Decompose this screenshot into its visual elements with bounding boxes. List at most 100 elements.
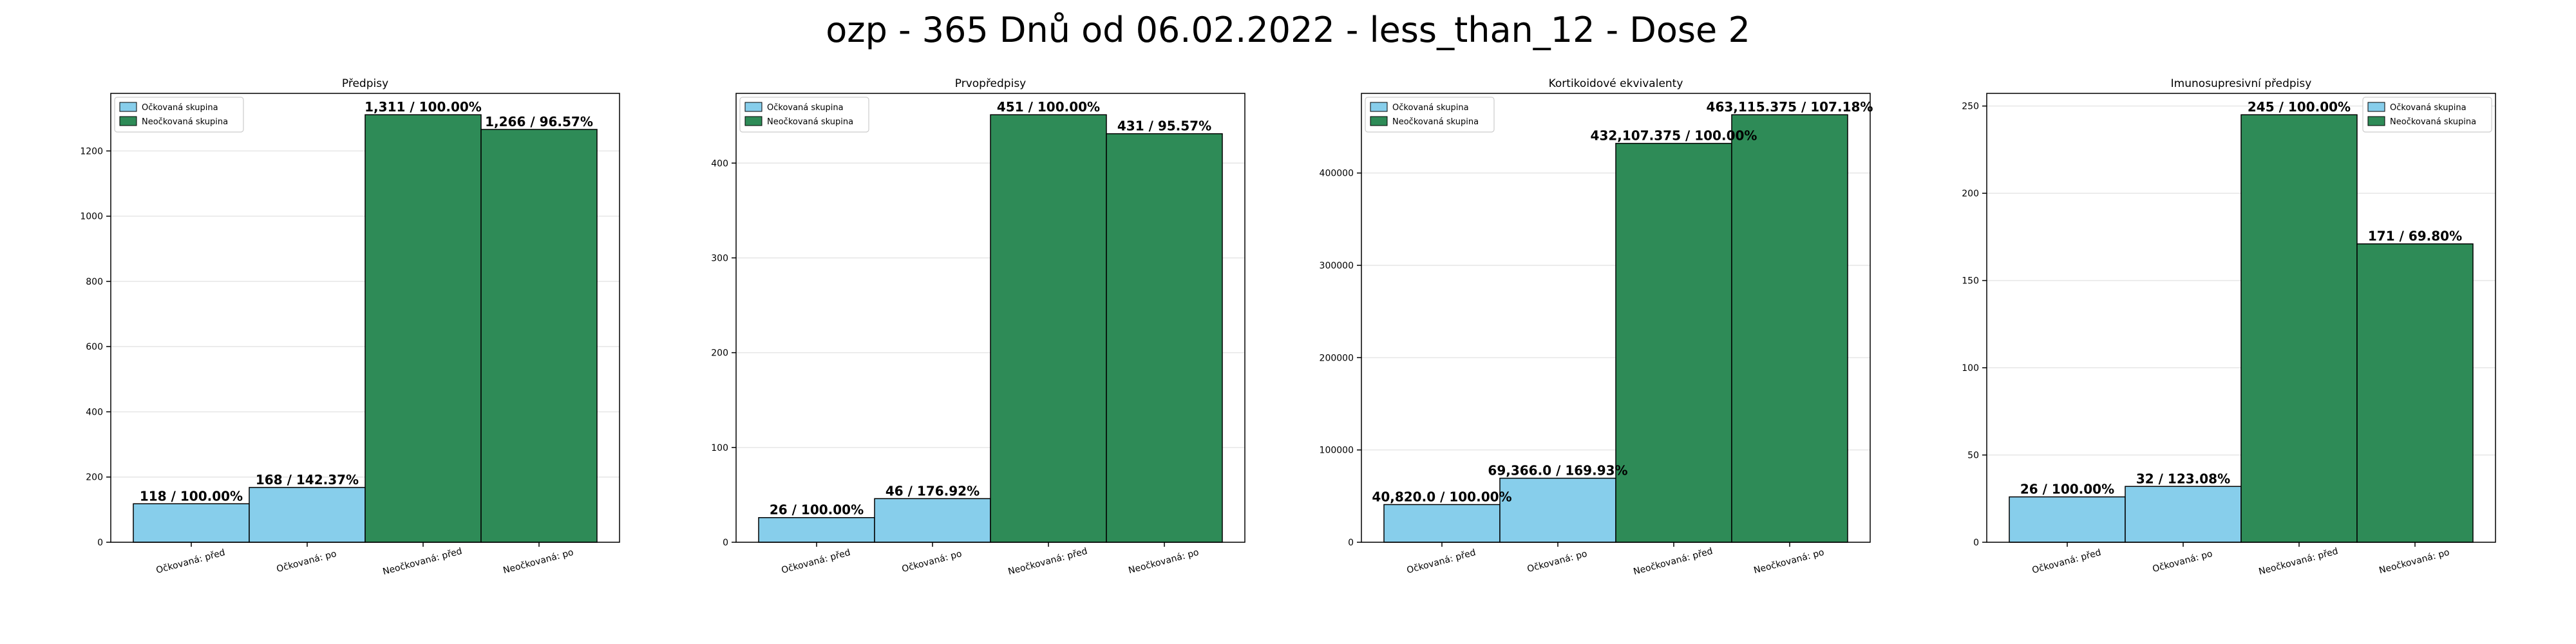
axes-frame (735, 93, 1245, 543)
legend-label: Neočkovaná skupina (2390, 117, 2476, 127)
chart-panel-2: Prvopředpisy 0 100 200 300 400 26 / 100.00% 46 … (711, 77, 1245, 577)
x-tick-label: Očkovaná: po (276, 549, 338, 574)
bar-value-label: 40,820.0 / 100.00% (1372, 489, 1511, 504)
legend-label: Neočkovaná skupina (767, 117, 853, 127)
y-tick-label: 1000 (80, 212, 103, 222)
legend: Očkovaná skupina Neočkovaná skupina (2362, 97, 2492, 133)
bar-value-label: 245 / 100.00% (2248, 99, 2351, 115)
bar (874, 498, 991, 543)
legend-label: Očkovaná skupina (2390, 103, 2467, 113)
axes-frame (110, 93, 620, 543)
legend: Očkovaná skupina Neočkovaná skupina (739, 97, 869, 133)
y-tick-label: 200 (86, 473, 103, 483)
legend-swatch (744, 116, 762, 126)
bar-value-label: 168 / 142.37% (256, 472, 359, 488)
y-tick-label: 800 (86, 277, 103, 287)
bar (1499, 477, 1616, 543)
legend-swatch (2367, 102, 2385, 112)
x-tick-label: Očkovaná: před (1406, 547, 1477, 576)
legend-swatch (1370, 116, 1388, 126)
chart-title: Prvopředpisy (955, 77, 1027, 90)
legend-swatch (1370, 102, 1388, 112)
bar-value-label: 451 / 100.00% (997, 99, 1100, 115)
x-tick-label: Očkovaná: po (901, 549, 963, 574)
bar (480, 129, 598, 543)
bar-value-label: 26 / 100.00% (2020, 482, 2114, 497)
y-tick-label: 0 (1973, 538, 1979, 548)
legend-swatch (744, 102, 762, 112)
x-tick-label: Očkovaná: před (155, 547, 227, 576)
x-tick-label: Očkovaná: po (2152, 549, 2214, 574)
bar-value-label: 431 / 95.57% (1117, 118, 1211, 134)
x-tick-label: Neočkovaná: po (1753, 547, 1826, 576)
y-tick-label: 0 (97, 538, 103, 548)
y-tick-label: 0 (1348, 538, 1354, 548)
bar-value-label: 46 / 176.92% (886, 483, 980, 498)
x-tick-label: Neočkovaná: před (382, 546, 464, 577)
bar-value-label: 32 / 123.08% (2136, 471, 2230, 486)
axes-frame (1986, 93, 2496, 543)
x-tick-label: Očkovaná: před (2031, 547, 2103, 576)
legend-label: Očkovaná skupina (142, 103, 218, 113)
y-tick-label: 400000 (1320, 169, 1354, 179)
bar (2240, 114, 2358, 543)
legend-swatch (119, 102, 137, 112)
bar (365, 114, 482, 543)
legend-swatch (119, 116, 137, 126)
x-tick-label: Očkovaná: před (781, 547, 852, 576)
legend-box (739, 97, 869, 133)
x-tick-label: Neočkovaná: před (2258, 546, 2340, 577)
x-tick-label: Neočkovaná: po (502, 547, 575, 576)
bar (758, 516, 875, 543)
legend-label: Očkovaná skupina (1392, 103, 1469, 113)
figure-title: ozp - 365 Dnů od 06.02.2022 - less_than_… (826, 10, 1750, 50)
y-tick-label: 400 (711, 158, 728, 169)
bar-value-label: 69,366.0 / 169.93% (1488, 463, 1627, 478)
y-tick-label: 300 (711, 253, 728, 263)
y-tick-label: 100000 (1320, 446, 1354, 456)
y-tick-label: 250 (1962, 102, 1979, 112)
bar (249, 487, 366, 543)
y-tick-label: 200000 (1320, 353, 1354, 363)
chart-title: Imunosupresivní předpisy (2171, 77, 2312, 90)
bar (1106, 133, 1223, 543)
bar (133, 503, 250, 543)
legend-label: Neočkovaná skupina (142, 117, 228, 127)
chart-panel-4: Imunosupresivní předpisy 0 50 100 150 200 250 2… (1962, 77, 2496, 577)
y-tick-label: 300000 (1320, 261, 1354, 271)
bar (2009, 496, 2126, 543)
chart-title: Kortikoidové ekvivalenty (1549, 77, 1683, 90)
bar (2125, 486, 2242, 543)
x-tick-label: Neočkovaná: po (1128, 547, 1200, 576)
chart-panel-1: Předpisy 0 200 400 600 800 1000 1200 118 / 100.0… (80, 77, 620, 577)
legend-label: Očkovaná skupina (767, 103, 844, 113)
x-tick-label: Neočkovaná: po (2378, 547, 2451, 576)
y-tick-label: 150 (1962, 276, 1979, 287)
legend-swatch (2367, 116, 2385, 126)
y-tick-label: 100 (1962, 363, 1979, 374)
y-tick-label: 200 (1962, 189, 1979, 199)
y-tick-label: 400 (86, 407, 103, 417)
bar (2356, 243, 2474, 543)
y-tick-label: 200 (711, 348, 728, 359)
bar (990, 114, 1107, 543)
axes-frame (1361, 93, 1871, 543)
x-tick-label: Neočkovaná: před (1633, 546, 1714, 577)
bar (1615, 142, 1732, 543)
x-tick-label: Očkovaná: po (1526, 549, 1589, 574)
legend-label: Neočkovaná skupina (1392, 117, 1479, 127)
bar (1731, 114, 1848, 543)
y-tick-label: 0 (723, 538, 728, 548)
bar-value-label: 463,115.375 / 107.18% (1707, 99, 1873, 115)
y-tick-label: 100 (711, 443, 728, 453)
bar-value-label: 171 / 69.80% (2368, 229, 2462, 244)
legend: Očkovaná skupina Neočkovaná skupina (1365, 97, 1495, 133)
legend-box (114, 97, 244, 133)
bar-value-label: 1,311 / 100.00% (365, 99, 482, 115)
bar-value-label: 118 / 100.00% (140, 488, 243, 504)
bar-value-label: 1,266 / 96.57% (485, 114, 593, 129)
legend: Očkovaná skupina Neočkovaná skupina (114, 97, 244, 133)
x-tick-label: Neočkovaná: před (1007, 546, 1089, 577)
legend-box (2362, 97, 2492, 133)
